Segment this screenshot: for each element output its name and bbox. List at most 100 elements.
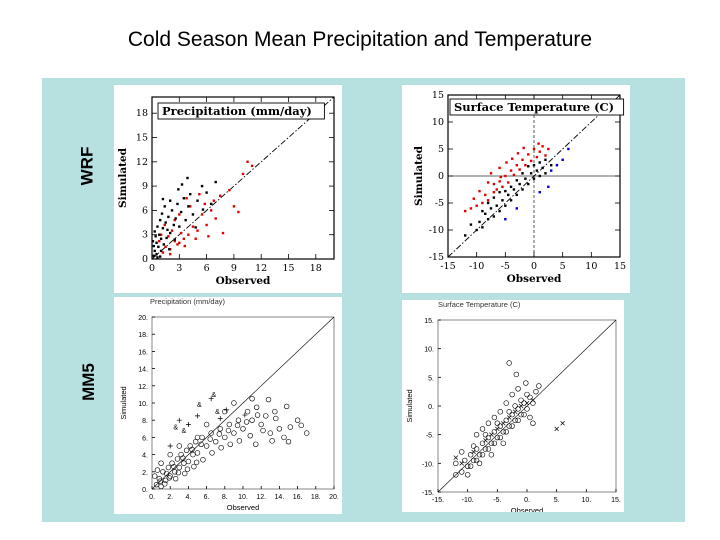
wrf-temp-point-red (484, 193, 487, 197)
wrf-temp-point-black (518, 182, 521, 186)
wrf-temp-point-red (532, 147, 536, 151)
wrf-temp-point-black (544, 158, 547, 161)
mm5-precip-ytick-label: 4. (142, 453, 148, 460)
wrf-temp-xtick-label: -15 (440, 261, 455, 272)
mm5-temp-point-circles (485, 446, 492, 452)
mm5-precip-point-circles (189, 446, 195, 453)
wrf-temp-point-red (495, 188, 498, 191)
mm5-temp-xtick-label: -15. (432, 497, 444, 504)
wrf-precip-point-black (180, 183, 184, 186)
mm5-precip-point-circles (198, 441, 204, 447)
mm5-precip-point-plus (242, 412, 248, 418)
mm5-precip-point-circles (226, 421, 233, 428)
mm5-precip-point-circles (283, 403, 290, 410)
wrf-temp-point-black (550, 164, 553, 167)
mm5-precip-point-circles (285, 439, 292, 445)
wrf-precip-point-black (191, 213, 195, 216)
wrf-precip-point-red (159, 233, 163, 236)
wrf-temp-xtick-label: -5 (501, 261, 510, 272)
mm5-temp-xtick-label: 0. (524, 497, 530, 504)
mm5-precip-point-circles (273, 415, 279, 422)
wrf-precip-ytick-label: 15 (136, 133, 148, 144)
wrf-precip-point-red (250, 164, 254, 168)
mm5-precip-point-circles (165, 464, 172, 471)
wrf-precip-point-red (179, 231, 183, 235)
mm5-temp-point-circles (536, 383, 542, 389)
wrf-precip-point-red (212, 199, 216, 202)
wrf-temp-ytick-label: 0 (438, 171, 444, 182)
wrf-temp-point-red (509, 169, 513, 172)
mm5-temp-xtick-label: 5. (554, 497, 560, 504)
wrf-temp-point-red (538, 150, 541, 153)
wrf-precip-point-black (165, 236, 168, 240)
mm5-precip-ytick-label: 2. (142, 470, 148, 477)
mm5-precip-point-circles (217, 426, 223, 432)
row-label-mm5: MM5 (78, 363, 98, 401)
wrf-temp-xtick-label: 10 (585, 261, 597, 272)
mm5-temp-ytick-label: -10. (422, 461, 434, 468)
mm5-precip-point-circles (180, 455, 186, 461)
mm5-precip-point-circles (208, 430, 214, 436)
wrf-temp-point-red (524, 164, 527, 167)
wrf-temp-point-black (495, 204, 498, 207)
wrf-precip-point-red (170, 229, 174, 232)
wrf-temp-point-black (484, 212, 487, 215)
wrf-precip-point-black (201, 208, 205, 211)
mm5-temp-point-circles (503, 429, 509, 435)
mm5-precip-point-circles (281, 434, 287, 441)
wrf-temp-point-black (475, 228, 478, 232)
wrf-temp-point-black (469, 223, 473, 226)
wrf-precip-point-black (153, 249, 156, 253)
wrf-temp-point-red (512, 173, 516, 177)
mm5-temp-point-circles (473, 457, 480, 464)
mm5-temp-point-circles (497, 409, 504, 415)
wrf-temp-point-black (509, 185, 513, 188)
mm5-precip-point-circles (231, 400, 237, 406)
mm5-precip-point-circles (203, 443, 210, 449)
wrf-precip-point-black (172, 223, 176, 227)
wrf-temp-title: Surface Temperature (C) (454, 100, 614, 114)
mm5-precip-point-circles (176, 443, 183, 449)
wrf-temp-point-red (489, 172, 493, 175)
wrf-temp-point-blue (567, 147, 570, 151)
wrf-precip-point-black (152, 254, 156, 257)
mm5-precip-point-circles (298, 422, 304, 429)
mm5-temp-point-circles (515, 417, 521, 424)
mm5-precip-point-circles (272, 408, 278, 415)
wrf-precip-point-black (167, 215, 170, 219)
wrf-precip-point-black (205, 191, 208, 194)
mm5-temp-point-circles (506, 409, 512, 415)
mm5-precip-xtick-label: 6. (204, 494, 210, 501)
wrf-temp-ylabel: Simulated (413, 145, 425, 206)
mm5-temp-point-circles (453, 460, 459, 467)
wrf-precip-reference-line (151, 96, 335, 260)
mm5-precip-point-circles (182, 470, 188, 477)
wrf-precip-point-red (191, 225, 195, 228)
mm5-precip-point-circles (258, 421, 264, 428)
wrf-temp-point-red (464, 209, 467, 213)
mm5-temp-point-circles (515, 406, 521, 412)
mm5-temp-point-circles (503, 400, 509, 406)
wrf-temp-point-black (504, 189, 507, 193)
mm5-precip-xtick-label: 0. (149, 494, 155, 501)
wrf-precip-point-red (169, 252, 172, 256)
mm5-precip-point-circles (199, 434, 205, 441)
mm5-temp-point-circles (509, 411, 515, 418)
mm5-temp-point-circles (527, 394, 533, 401)
mm5-precip-point-circles (294, 417, 301, 423)
wrf-precip-point-black (178, 225, 181, 228)
mm5-temp-point-circles (533, 388, 539, 395)
mm5-temp-point-circles (482, 446, 489, 452)
mm5-temp-point-circles (473, 446, 480, 452)
wrf-precip-xtick-label: 18 (310, 263, 322, 274)
wrf-precip-point-red (194, 237, 197, 240)
mm5-temp-xtick-label: -5. (493, 497, 501, 504)
mm5-precip-ytick-label: 14. (138, 367, 148, 374)
wrf-precip-point-black (194, 226, 197, 229)
wrf-precip-point-black (182, 197, 186, 200)
mm5-temp-point-circles (467, 463, 474, 469)
wrf-precip-point-black (177, 188, 180, 191)
mm5-precip-point-circles (158, 483, 164, 490)
mm5-precip-xtick-label: 16. (293, 494, 303, 501)
wrf-precip-point-black (153, 230, 156, 233)
